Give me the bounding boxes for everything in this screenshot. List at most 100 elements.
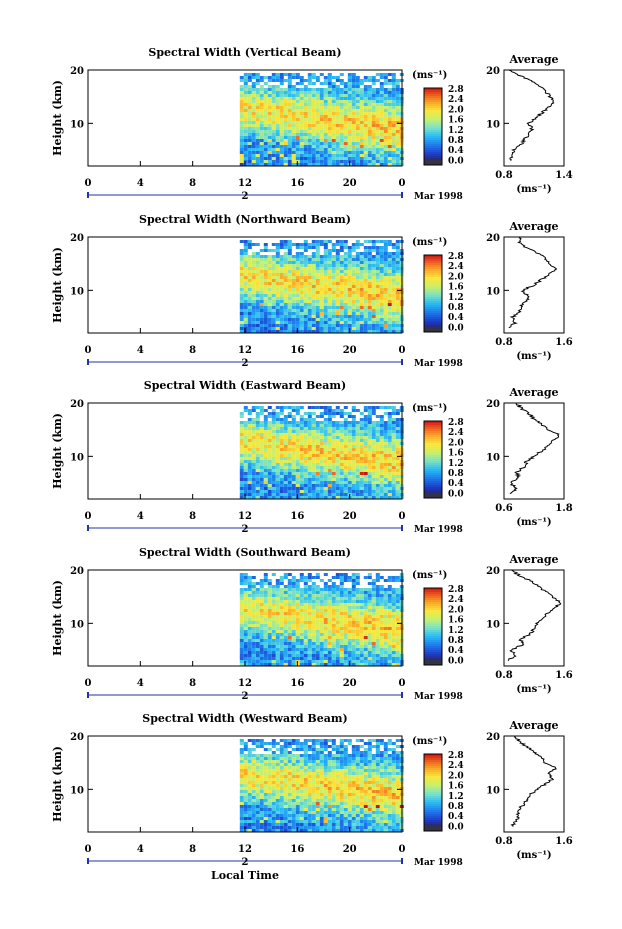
heatmap-cell xyxy=(243,648,248,651)
heatmap-cell xyxy=(251,591,256,594)
heatmap-cell xyxy=(287,315,292,318)
heatmap-cell xyxy=(355,327,360,330)
heatmap-cell xyxy=(327,249,332,252)
heatmap-cell xyxy=(383,606,388,609)
heatmap-cell xyxy=(267,597,272,600)
heatmap-cell xyxy=(395,421,400,424)
heatmap-cell xyxy=(299,651,304,654)
heatmap-cell xyxy=(239,240,244,243)
heatmap-cell xyxy=(295,246,300,249)
heatmap-cell xyxy=(395,112,400,115)
heatmap-cell xyxy=(375,612,380,615)
heatmap-cell xyxy=(275,481,280,484)
heatmap-cell xyxy=(299,88,304,91)
colorbar-segment xyxy=(424,461,442,464)
heatmap-cell xyxy=(347,100,352,103)
heatmap-cell xyxy=(267,154,272,157)
heatmap-cell xyxy=(319,451,324,454)
heatmap-cell xyxy=(367,306,372,309)
heatmap-cell xyxy=(327,472,332,475)
heatmap-cell xyxy=(383,249,388,252)
colorbar-unit: (ms⁻¹) xyxy=(412,237,447,248)
heatmap-cell xyxy=(319,612,324,615)
heatmap-cell xyxy=(367,151,372,154)
heatmap-cell xyxy=(311,418,316,421)
heatmap-cell xyxy=(243,493,248,496)
heatmap-cell xyxy=(355,463,360,466)
heatmap-cell xyxy=(259,460,264,463)
heatmap-cell xyxy=(299,100,304,103)
heatmap-cell xyxy=(271,249,276,252)
heatmap-cell xyxy=(371,139,376,142)
heatmap-cell xyxy=(259,315,264,318)
heatmap-cell xyxy=(371,588,376,591)
heatmap-cell xyxy=(271,148,276,151)
heatmap-cell xyxy=(279,639,284,642)
heatmap-cell xyxy=(271,654,276,657)
heatmap-cell xyxy=(283,466,288,469)
heatmap-cell xyxy=(335,424,340,427)
heatmap-cell xyxy=(275,297,280,300)
heatmap-cell xyxy=(263,621,268,624)
heatmap-cell xyxy=(255,457,260,460)
heatmap-cell xyxy=(371,109,376,112)
heatmap-cell xyxy=(351,639,356,642)
heatmap-cell xyxy=(363,609,368,612)
heatmap-cell xyxy=(311,258,316,261)
heatmap-cell xyxy=(271,636,276,639)
heatmap-cell xyxy=(327,82,332,85)
heatmap-cell xyxy=(323,481,328,484)
heatmap-cell xyxy=(287,145,292,148)
heatmap-cell xyxy=(263,490,268,493)
heatmap-cell xyxy=(343,460,348,463)
heatmap-cell xyxy=(327,139,332,142)
heatmap-cell xyxy=(323,603,328,606)
heatmap-cell xyxy=(263,660,268,663)
heatmap-cell xyxy=(355,606,360,609)
heatmap-cell xyxy=(247,288,252,291)
heatmap-cell xyxy=(279,451,284,454)
heatmap-cell xyxy=(275,261,280,264)
heatmap-cell xyxy=(351,463,356,466)
heatmap-cell xyxy=(247,309,252,312)
heatmap-cell xyxy=(271,418,276,421)
heatmap-cell xyxy=(243,240,248,243)
heatmap-cell xyxy=(315,478,320,481)
heatmap-cell xyxy=(251,130,256,133)
heatmap-cell xyxy=(283,660,288,663)
heatmap-cell xyxy=(299,79,304,82)
heatmap-cell xyxy=(271,472,276,475)
heatmap-cell xyxy=(355,630,360,633)
heatmap-cell xyxy=(363,460,368,463)
heatmap-cell xyxy=(239,436,244,439)
heatmap-cell xyxy=(343,609,348,612)
heatmap-cell xyxy=(299,454,304,457)
heatmap-cell xyxy=(263,273,268,276)
heatmap-cell xyxy=(271,115,276,118)
heatmap-cell xyxy=(395,424,400,427)
heatmap-cell xyxy=(299,315,304,318)
heatmap-cell xyxy=(271,585,276,588)
heatmap-cell xyxy=(387,243,392,246)
heatmap-cell xyxy=(355,409,360,412)
heatmap-cell xyxy=(275,415,280,418)
heatmap-cell xyxy=(335,121,340,124)
heatmap-cell xyxy=(283,97,288,100)
colorbar-segment xyxy=(424,88,442,91)
x-tick-label: 16 xyxy=(290,345,304,356)
heatmap-cell xyxy=(339,324,344,327)
heatmap-cell xyxy=(379,624,384,627)
colorbar-segment xyxy=(424,116,442,119)
heatmap-cell xyxy=(279,427,284,430)
heatmap-cell xyxy=(247,636,252,639)
heatmap-cell xyxy=(331,412,336,415)
heatmap-cell xyxy=(267,624,272,627)
heatmap-cell xyxy=(287,624,292,627)
heatmap-cell xyxy=(239,160,244,163)
colorbar-tick-label: 0.8 xyxy=(448,303,464,313)
profile-y-tick-label: 20 xyxy=(486,233,500,244)
heatmap-cell xyxy=(367,457,372,460)
heatmap-cell xyxy=(371,160,376,163)
heatmap-cell xyxy=(263,454,268,457)
heatmap-cell xyxy=(395,133,400,136)
